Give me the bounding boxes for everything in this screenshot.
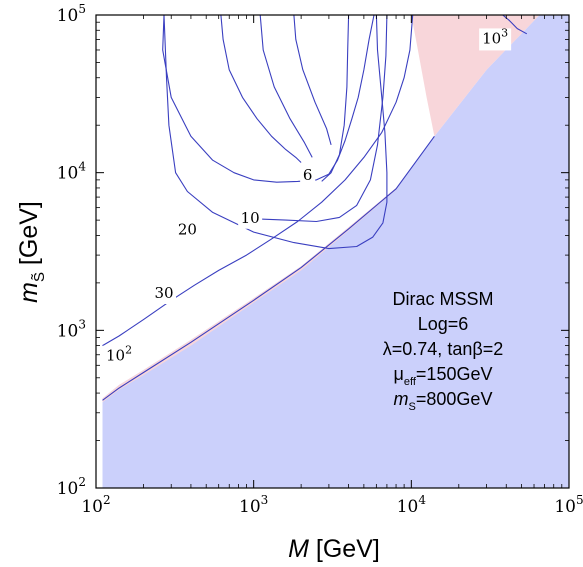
region-excluded-blue — [102, 15, 569, 488]
y-tick-base: 10 — [57, 6, 79, 26]
contour-label-0: 6 — [303, 166, 313, 184]
y-tick-label: 102 — [57, 475, 86, 499]
contour-label-6: 20 — [178, 220, 197, 238]
x-tick-label: 102 — [81, 493, 110, 517]
contour-line-5 — [321, 15, 350, 182]
x-axis-title: M [GeV] — [288, 535, 380, 563]
x-tick-exp: 5 — [576, 493, 583, 507]
annotation-line-2: λ=0.74, tanβ=2 — [383, 339, 503, 359]
contour-label-exp: 3 — [501, 26, 508, 39]
x-tick-exp: 3 — [261, 493, 269, 507]
parameter-annotation: Dirac MSSM Log=6 λ=0.74, tanβ=2 μeff=150GeV… — [383, 289, 503, 413]
contour-label-exp: 2 — [125, 344, 132, 357]
contour-line-1 — [220, 15, 302, 163]
contour-line-7 — [102, 15, 414, 347]
y-tick-exp: 5 — [78, 2, 86, 16]
y-tick-base: 10 — [57, 321, 79, 341]
contour-label-bg-4 — [238, 208, 263, 229]
contour-line-6 — [163, 15, 388, 250]
contour-label-8: 102 — [106, 344, 132, 365]
annotation-rest: =800GeV — [416, 389, 493, 409]
contour-line-4 — [253, 15, 388, 223]
x-tick-label: 105 — [554, 493, 583, 517]
contour-label-9: 103 — [482, 26, 508, 47]
region-pink-band-lower — [102, 136, 435, 403]
annotation-line-4: mS=800GeV — [394, 389, 493, 413]
x-tick-exp: 2 — [103, 493, 111, 507]
contour-label-base: 10 — [106, 347, 125, 365]
y-tick-label: 104 — [57, 160, 87, 184]
contour-line-8 — [102, 135, 435, 401]
region-layer — [102, 15, 569, 488]
annotation-base: μ — [394, 364, 404, 384]
contour-label-4: 10 — [241, 209, 260, 227]
x-tick-label: 103 — [239, 493, 268, 517]
plot-frame — [95, 14, 570, 489]
x-axis-ticks: 102 103 104 105 — [81, 15, 583, 517]
x-tick-base: 10 — [81, 497, 103, 517]
y-tick-base: 10 — [57, 479, 79, 499]
contour-line-2 — [259, 15, 313, 158]
contour-label-7: 30 — [154, 284, 173, 302]
x-tick-base: 10 — [397, 497, 419, 517]
annotation-line-3: μeff=150GeV — [394, 364, 493, 388]
y-axis-title: mS̃ [GeV] — [15, 201, 48, 303]
annotation-line-1: Log=6 — [418, 314, 469, 334]
contour-label-base: 10 — [482, 29, 501, 47]
y-tick-base: 10 — [57, 164, 79, 184]
x-tick-base: 10 — [239, 497, 261, 517]
contour-line-3 — [293, 15, 332, 146]
y-tick-exp: 3 — [78, 317, 86, 331]
annotation-sub: S — [409, 401, 416, 413]
annotation-rest: =150GeV — [416, 364, 493, 384]
x-tick-label: 104 — [397, 493, 427, 517]
contour-label-bg-0 — [300, 166, 316, 187]
contour-label-bg-8 — [103, 345, 136, 368]
contour-line-0 — [162, 15, 375, 183]
annotation-line-0: Dirac MSSM — [392, 289, 493, 309]
y-tick-label: 103 — [57, 317, 86, 341]
y-tick-exp: 4 — [78, 160, 86, 174]
annotation-base: m — [394, 389, 409, 409]
x-tick-exp: 4 — [418, 493, 426, 507]
contour-label-bg-6 — [175, 220, 200, 241]
x-tick-base: 10 — [554, 497, 576, 517]
annotation-sub: eff — [404, 376, 417, 388]
contour-label-bg-9 — [479, 28, 512, 51]
y-tick-exp: 2 — [78, 475, 86, 489]
contour-label-bg-7 — [152, 283, 177, 304]
y-tick-label: 105 — [57, 2, 86, 26]
